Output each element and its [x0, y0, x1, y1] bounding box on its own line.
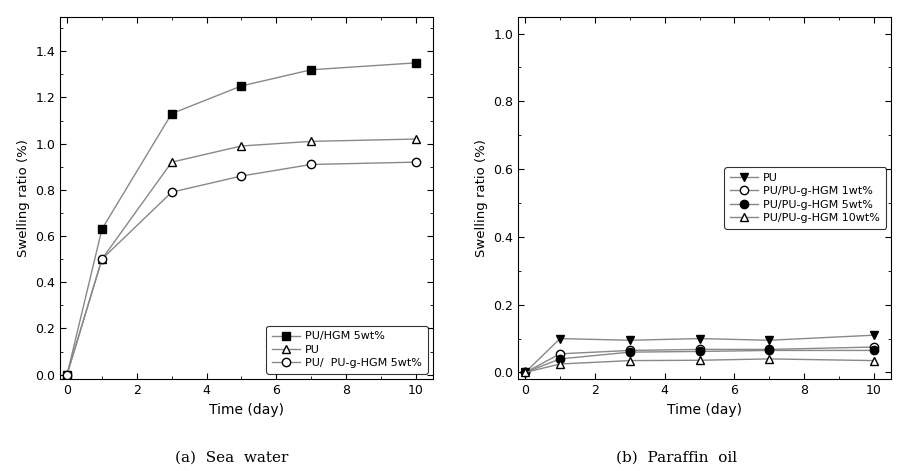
PU/PU-g-HGM 1wt% — [625, 348, 636, 353]
PU/  PU-g-HGM 5wt% — [96, 256, 107, 262]
PU/HGM 5wt% — [166, 111, 177, 116]
Legend: PU/HGM 5wt%, PU, PU/  PU-g-HGM 5wt%: PU/HGM 5wt%, PU, PU/ PU-g-HGM 5wt% — [266, 326, 428, 374]
PU — [62, 372, 73, 377]
PU/PU-g-HGM 5wt% — [519, 370, 530, 375]
PU — [519, 370, 530, 375]
PU — [236, 143, 247, 149]
Y-axis label: Swelling ratio (%): Swelling ratio (%) — [16, 139, 30, 257]
PU/PU-g-HGM 10wt% — [555, 361, 566, 367]
PU/  PU-g-HGM 5wt% — [62, 372, 73, 377]
Y-axis label: Swelling ratio (%): Swelling ratio (%) — [475, 139, 488, 257]
PU/PU-g-HGM 10wt% — [519, 370, 530, 375]
PU/PU-g-HGM 1wt% — [555, 351, 566, 357]
PU — [166, 159, 177, 165]
PU/PU-g-HGM 1wt% — [868, 344, 879, 350]
PU/HGM 5wt% — [96, 226, 107, 232]
Text: (b)  Paraffin  oil: (b) Paraffin oil — [616, 451, 737, 464]
X-axis label: Time (day): Time (day) — [209, 403, 284, 417]
Line: PU/PU-g-HGM 5wt%: PU/PU-g-HGM 5wt% — [521, 346, 878, 377]
PU/PU-g-HGM 5wt% — [625, 349, 636, 355]
PU/PU-g-HGM 10wt% — [625, 358, 636, 364]
PU/PU-g-HGM 5wt% — [764, 348, 775, 353]
X-axis label: Time (day): Time (day) — [667, 403, 743, 417]
PU/  PU-g-HGM 5wt% — [306, 162, 317, 167]
PU — [555, 336, 566, 341]
Line: PU/PU-g-HGM 10wt%: PU/PU-g-HGM 10wt% — [521, 355, 878, 377]
PU/PU-g-HGM 10wt% — [868, 358, 879, 364]
Line: PU: PU — [521, 331, 878, 377]
PU/PU-g-HGM 5wt% — [868, 348, 879, 353]
PU — [868, 333, 879, 338]
Line: PU/HGM 5wt%: PU/HGM 5wt% — [63, 59, 419, 379]
PU/  PU-g-HGM 5wt% — [410, 159, 421, 165]
PU/PU-g-HGM 1wt% — [694, 347, 705, 352]
Text: (a)  Sea  water: (a) Sea water — [175, 451, 288, 464]
PU/  PU-g-HGM 5wt% — [166, 189, 177, 195]
PU/PU-g-HGM 1wt% — [764, 347, 775, 352]
PU/HGM 5wt% — [306, 67, 317, 73]
PU/PU-g-HGM 5wt% — [555, 356, 566, 362]
Line: PU/PU-g-HGM 1wt%: PU/PU-g-HGM 1wt% — [521, 343, 878, 377]
Line: PU: PU — [63, 135, 419, 379]
PU/HGM 5wt% — [62, 372, 73, 377]
PU — [96, 256, 107, 262]
PU/PU-g-HGM 10wt% — [694, 357, 705, 363]
PU — [764, 337, 775, 343]
PU/  PU-g-HGM 5wt% — [236, 173, 247, 179]
PU — [694, 336, 705, 341]
PU — [410, 136, 421, 142]
PU/PU-g-HGM 10wt% — [764, 356, 775, 362]
PU — [306, 138, 317, 144]
PU/HGM 5wt% — [410, 60, 421, 65]
PU/PU-g-HGM 5wt% — [694, 349, 705, 354]
PU/HGM 5wt% — [236, 83, 247, 89]
Legend: PU, PU/PU-g-HGM 1wt%, PU/PU-g-HGM 5wt%, PU/PU-g-HGM 10wt%: PU, PU/PU-g-HGM 1wt%, PU/PU-g-HGM 5wt%, … — [725, 167, 886, 228]
Line: PU/  PU-g-HGM 5wt%: PU/ PU-g-HGM 5wt% — [63, 158, 419, 379]
PU/PU-g-HGM 1wt% — [519, 370, 530, 375]
PU — [625, 337, 636, 343]
